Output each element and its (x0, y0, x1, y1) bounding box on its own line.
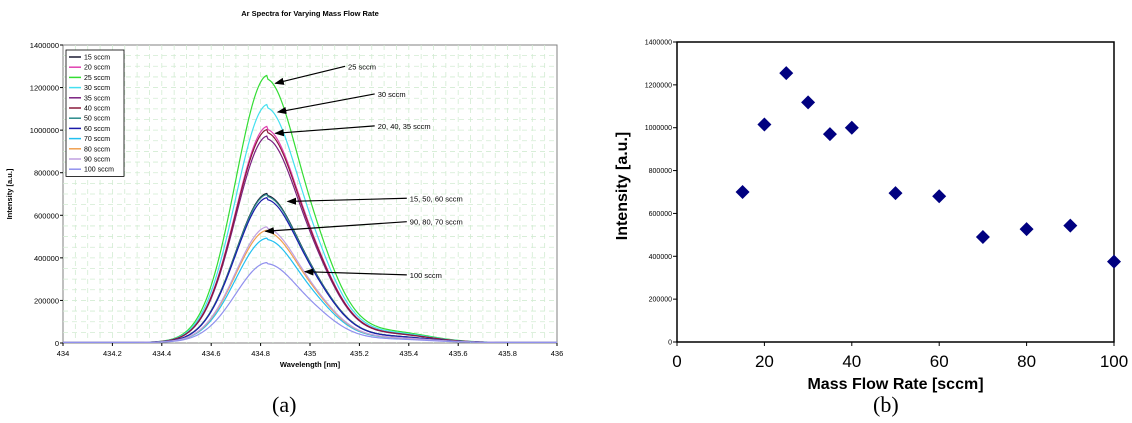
legend-entry: 20 sccm (84, 65, 110, 72)
annotation-label: 30 sccm (378, 90, 406, 99)
legend-entry: 30 sccm (84, 85, 110, 92)
y-tick-label-b: 800000 (649, 168, 672, 175)
scatter-point (822, 127, 837, 142)
legend-entry: 90 sccm (84, 157, 110, 164)
x-axis-label-a: Wavelength [nm] (280, 360, 341, 369)
legend-entry: 50 sccm (84, 116, 110, 123)
legend-entry: 35 sccm (84, 95, 110, 102)
legend-entry: 80 sccm (84, 146, 110, 153)
chart-title-a: Ar Spectra for Varying Mass Flow Rate (241, 9, 379, 18)
x-tick-label-b: 60 (930, 352, 949, 371)
annotation-label: 100 sccm (410, 271, 442, 280)
y-tick-label-a: 600000 (34, 211, 59, 220)
y-tick-label-a: 800000 (34, 169, 59, 178)
x-tick-label-b: 20 (755, 352, 774, 371)
scatter-point (932, 189, 947, 204)
y-tick-label-b: 0 (668, 340, 672, 347)
legend-entry: 15 sccm (84, 55, 110, 62)
x-tick-label-b: 100 (1100, 352, 1128, 371)
y-tick-label-a: 0 (55, 339, 59, 348)
scatter-point (888, 186, 903, 201)
scatter-point (844, 120, 859, 135)
y-tick-label-a: 200000 (34, 296, 59, 305)
scatter-point (1019, 222, 1034, 237)
y-tick-label-b: 400000 (649, 254, 672, 261)
panel-label-a: (a) (272, 392, 297, 417)
annotation-arrow (264, 221, 407, 235)
annotation-label: 90, 80, 70 sccm (410, 218, 463, 227)
x-tick-label-a: 434.4 (152, 349, 171, 358)
y-tick-label-b: 600000 (649, 211, 672, 218)
y-tick-label-b: 200000 (649, 297, 672, 304)
y-tick-label-a: 1200000 (30, 84, 59, 93)
legend-entry: 40 sccm (84, 106, 110, 113)
x-tick-label-a: 435.6 (449, 349, 468, 358)
x-tick-label-a: 434.8 (251, 349, 270, 358)
scatter-point (1107, 254, 1121, 269)
y-tick-label-a: 400000 (34, 254, 59, 263)
scatter-point (801, 95, 816, 110)
x-tick-label-a: 435 (304, 349, 317, 358)
annotation-arrow (303, 268, 407, 276)
x-tick-label-b: 40 (842, 352, 861, 371)
annotation-label: 25 sccm (348, 62, 376, 71)
legend-entry: 70 sccm (84, 136, 110, 143)
legend-entry: 25 sccm (84, 75, 110, 82)
annotation-label: 15, 50, 60 sccm (410, 194, 463, 203)
x-tick-label-b: 0 (672, 352, 681, 371)
y-tick-label-b: 1200000 (645, 82, 672, 89)
y-axis-label-a: Intensity [a.u.] (5, 168, 14, 219)
x-axis-label-b: Mass Flow Rate [sccm] (807, 376, 983, 393)
x-tick-label-a: 436 (551, 349, 564, 358)
x-tick-label-a: 434 (57, 349, 70, 358)
y-axis-label-b: Intensity [a.u.] (614, 132, 631, 240)
y-tick-label-a: 1400000 (30, 41, 59, 50)
y-tick-label-b: 1400000 (645, 40, 672, 47)
x-tick-label-a: 435.8 (498, 349, 517, 358)
legend-entry: 100 sccm (84, 167, 114, 174)
scatter-point (735, 185, 750, 199)
annotation-arrow (274, 125, 375, 137)
y-tick-label-b: 1000000 (645, 125, 672, 132)
scatter-point (1063, 218, 1078, 233)
annotation-arrow (276, 93, 375, 115)
y-tick-label-a: 1000000 (30, 126, 59, 135)
annotation-arrow (286, 197, 407, 205)
legend-entry: 60 sccm (84, 126, 110, 133)
x-tick-label-a: 434.6 (202, 349, 221, 358)
x-tick-label-a: 434.2 (103, 349, 122, 358)
panel-label-b: (b) (873, 392, 899, 417)
annotation-arrow (274, 65, 346, 85)
annotation-label: 20, 40, 35 sccm (378, 122, 431, 131)
scatter-point (975, 230, 990, 244)
x-tick-label-a: 435.4 (399, 349, 418, 358)
scatter-point (779, 66, 794, 81)
series-line-12 (63, 261, 557, 343)
legend-a (65, 49, 125, 177)
x-tick-label-b: 80 (1017, 352, 1036, 371)
scatter-point (757, 117, 772, 132)
x-tick-label-a: 435.2 (350, 349, 369, 358)
